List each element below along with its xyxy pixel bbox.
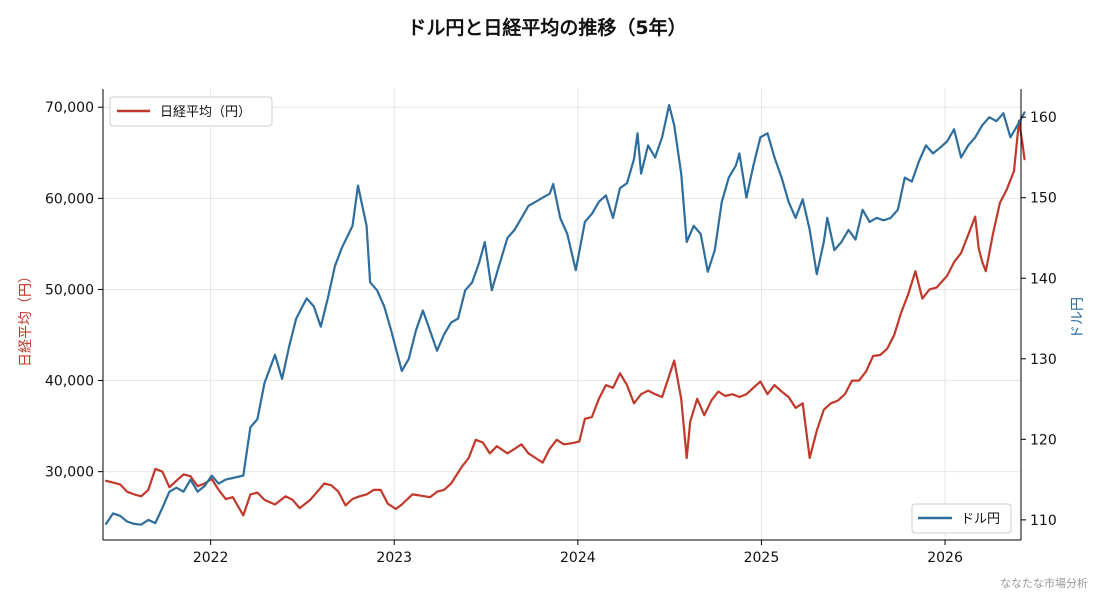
chart-title: ドル円と日経平均の推移（5年） <box>407 16 686 39</box>
legend-label-nikkei: 日経平均（円） <box>160 105 251 120</box>
right-axis-label: ドル円 <box>1070 297 1086 339</box>
left-tick-label: 50,000 <box>45 282 94 298</box>
right-tick-label: 150 <box>1030 191 1057 207</box>
left-tick-label: 40,000 <box>45 374 94 390</box>
x-tick-label: 2026 <box>927 550 963 566</box>
axes <box>102 89 1022 541</box>
right-tick-label: 130 <box>1030 352 1057 368</box>
legend-box <box>911 503 1012 534</box>
right-tick-label: 160 <box>1030 110 1057 126</box>
x-tick-label: 2022 <box>193 550 229 566</box>
legend-usdjpy: ドル円 <box>911 503 1012 534</box>
series-layer <box>104 103 1026 526</box>
legend-box <box>109 96 273 127</box>
right-tick-label: 140 <box>1030 271 1057 287</box>
x-tick-label: 2025 <box>744 550 780 566</box>
right-tick-label: 110 <box>1030 513 1057 529</box>
left-tick-label: 30,000 <box>45 465 94 481</box>
right-tick-label: 120 <box>1030 432 1057 448</box>
watermark-text: ななたな市場分析 <box>1000 576 1088 590</box>
grid <box>103 89 1021 540</box>
left-axis-label: 日経平均（円） <box>18 269 34 367</box>
legend-nikkei: 日経平均（円） <box>109 96 273 127</box>
legend-label-usdjpy: ドル円 <box>961 512 1000 527</box>
series-line-usdjpy <box>104 103 1026 526</box>
left-tick-label: 60,000 <box>45 191 94 207</box>
left-tick-label: 70,000 <box>45 100 94 116</box>
ticks: 30,000 40,000 50,000 60,000 70,000 110 120 130 1… <box>45 100 1057 566</box>
series-line-nikkei <box>104 119 1026 517</box>
x-tick-label: 2023 <box>376 550 412 566</box>
x-tick-label: 2024 <box>560 550 596 566</box>
